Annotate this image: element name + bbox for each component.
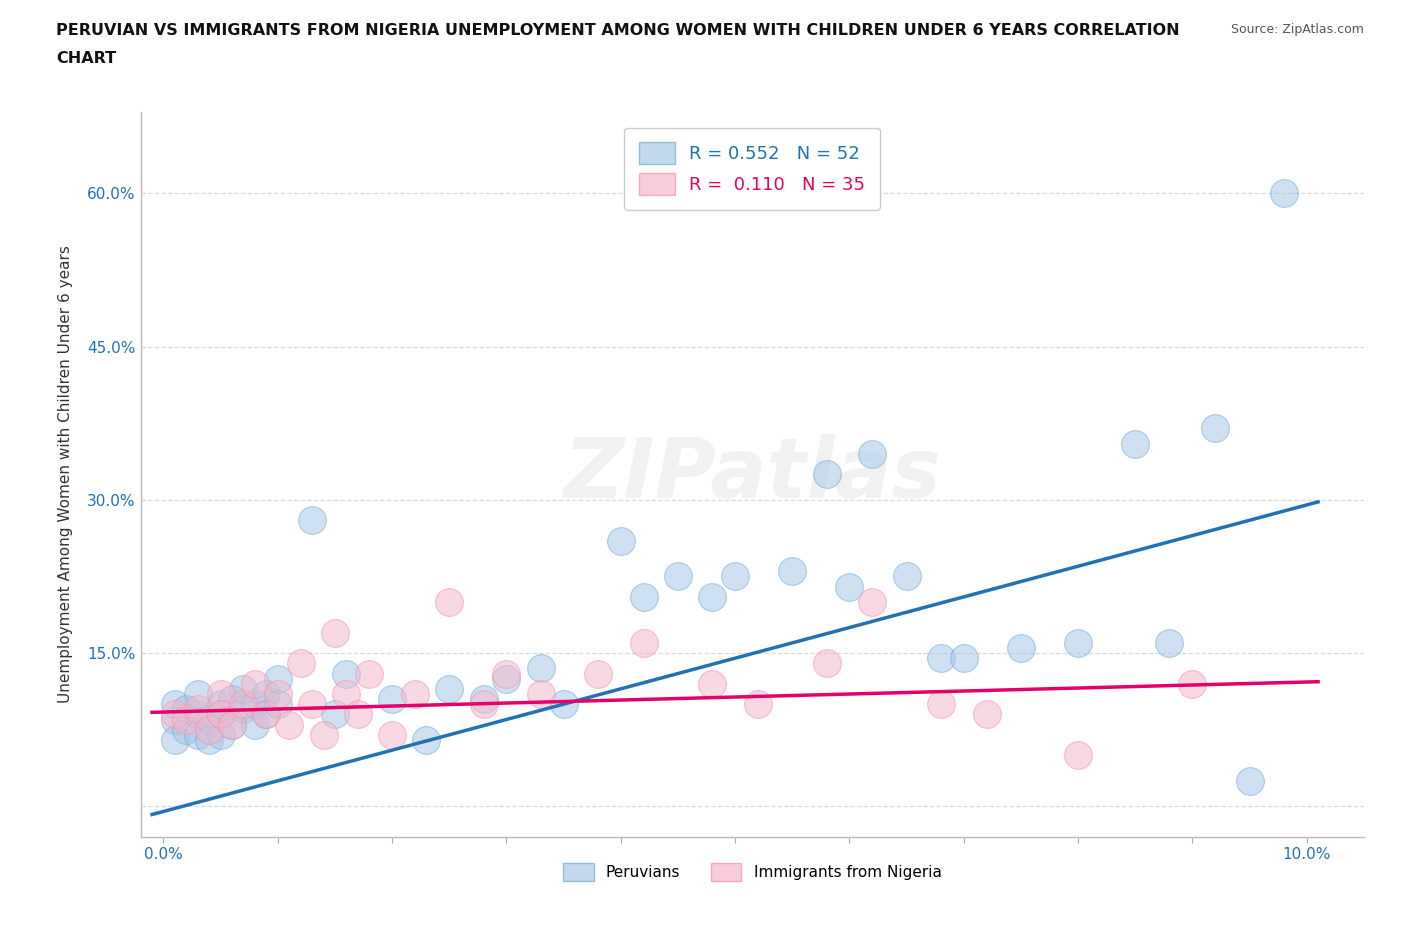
Point [243,697,266,711]
Point [301,697,323,711]
Point [1239,774,1261,789]
Point [267,697,290,711]
Point [209,686,232,701]
Point [633,590,655,604]
Point [198,723,221,737]
Point [747,697,769,711]
Point [952,651,974,666]
Point [232,702,254,717]
Point [472,692,495,707]
Point [176,712,198,727]
Point [198,712,221,727]
Point [209,727,232,742]
Point [860,446,883,461]
Point [381,727,404,742]
Point [724,569,747,584]
Point [163,697,186,711]
Point [187,727,209,742]
Point [243,676,266,691]
Point [702,676,724,691]
Point [335,666,357,681]
Point [609,533,631,548]
Point [666,569,689,584]
Point [335,686,357,701]
Text: Source: ZipAtlas.com: Source: ZipAtlas.com [1230,23,1364,36]
Point [815,656,838,671]
Point [404,686,426,701]
Legend: Peruvians, Immigrants from Nigeria: Peruvians, Immigrants from Nigeria [557,857,948,887]
Point [163,733,186,748]
Point [1067,635,1090,650]
Point [1067,748,1090,763]
Point [530,686,553,701]
Point [1010,641,1032,656]
Point [176,723,198,737]
Point [254,686,277,701]
Point [301,512,323,527]
Point [209,697,232,711]
Point [209,707,232,722]
Point [976,707,998,722]
Point [346,707,368,722]
Point [815,467,838,482]
Point [323,625,346,640]
Point [232,697,254,711]
Point [495,671,517,686]
Point [267,671,290,686]
Point [198,733,221,748]
Point [1181,676,1204,691]
Point [415,733,437,748]
Point [929,697,952,711]
Text: PERUVIAN VS IMMIGRANTS FROM NIGERIA UNEMPLOYMENT AMONG WOMEN WITH CHILDREN UNDER: PERUVIAN VS IMMIGRANTS FROM NIGERIA UNEM… [56,23,1180,38]
Point [553,697,575,711]
Point [633,635,655,650]
Point [312,727,335,742]
Point [586,666,609,681]
Point [1159,635,1181,650]
Point [929,651,952,666]
Point [232,682,254,697]
Text: ZIPatlas: ZIPatlas [564,433,941,515]
Point [896,569,918,584]
Point [254,707,277,722]
Point [187,686,209,701]
Point [1272,186,1295,201]
Point [530,661,553,676]
Point [323,707,346,722]
Point [290,656,312,671]
Point [221,717,243,732]
Point [163,707,186,722]
Point [209,707,232,722]
Point [187,702,209,717]
Point [221,692,243,707]
Point [838,579,860,594]
Point [267,686,290,701]
Point [472,697,495,711]
Point [702,590,724,604]
Point [243,717,266,732]
Point [1204,421,1226,436]
Point [163,712,186,727]
Point [439,682,461,697]
Point [221,717,243,732]
Y-axis label: Unemployment Among Women with Children Under 6 years: Unemployment Among Women with Children U… [59,246,73,703]
Point [439,594,461,609]
Point [780,564,803,578]
Point [1123,436,1146,451]
Point [381,692,404,707]
Point [495,666,517,681]
Point [860,594,883,609]
Point [254,707,277,722]
Point [359,666,381,681]
Point [278,717,301,732]
Point [187,707,209,722]
Point [176,702,198,717]
Text: CHART: CHART [56,51,117,66]
